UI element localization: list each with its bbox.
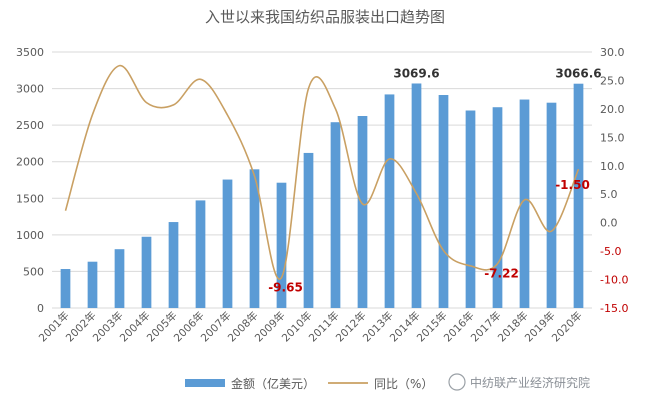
- y-right-tick-label: -10.0: [600, 274, 628, 287]
- y-left-tick-label: 1500: [16, 192, 44, 205]
- bar: [547, 103, 557, 308]
- bar: [61, 269, 71, 308]
- y-left-tick-label: 0: [37, 302, 44, 315]
- line-value-label: -7.22: [484, 267, 519, 281]
- y-left-tick-label: 3500: [16, 46, 44, 59]
- y-right-tick-label: 20.0: [600, 103, 625, 116]
- line-value-label: -1.50: [555, 178, 590, 192]
- y-left-tick-label: 500: [23, 265, 44, 278]
- y-right-tick-label: 0.0: [600, 217, 618, 230]
- y-right-tick-label: 30.0: [600, 46, 625, 59]
- bar: [88, 262, 98, 308]
- y-left-tick-label: 1000: [16, 229, 44, 242]
- bar: [304, 153, 314, 308]
- bar: [196, 200, 206, 308]
- y-right-tick-label: -5.0: [600, 245, 621, 258]
- y-right-tick-label: 25.0: [600, 74, 625, 87]
- bar-value-label: 3069.6: [393, 66, 439, 80]
- bar: [115, 249, 125, 308]
- bar: [358, 116, 368, 308]
- axes: 0 500 1000 1500 2000 2500 3000 3500 -15.0 -10.0 -5…: [16, 46, 628, 344]
- bar: [223, 180, 233, 308]
- y-right-tick-label: 15.0: [600, 131, 625, 144]
- x-tick-label: 2020年: [549, 309, 585, 345]
- y-right-tick-label: 10.0: [600, 160, 625, 173]
- bar: [385, 94, 395, 308]
- bar: [169, 222, 179, 308]
- chart-title: 入世以来我国纺织品服装出口趋势图: [205, 8, 445, 26]
- bar-value-label: 3066.6: [555, 67, 601, 81]
- legend-bar-swatch: [185, 379, 225, 387]
- bar: [142, 237, 152, 308]
- y-right-tick-label: -15.0: [600, 302, 628, 315]
- y-left-tick-label: 2500: [16, 119, 44, 132]
- y-left-tick-label: 3000: [16, 83, 44, 96]
- bar: [466, 111, 476, 308]
- bar: [331, 122, 341, 308]
- bar: [412, 83, 422, 308]
- watermark-text: 中纺联产业经济研究院: [470, 375, 590, 390]
- bar: [439, 95, 449, 308]
- legend: 金额（亿美元） 同比（%）: [185, 376, 433, 391]
- bar: [574, 84, 584, 308]
- legend-bar-label: 金额（亿美元）: [231, 376, 315, 391]
- wechat-icon: [449, 374, 465, 390]
- line-value-label: -9.65: [268, 281, 303, 295]
- legend-line-label: 同比（%）: [374, 377, 433, 391]
- y-right-tick-label: 5.0: [600, 188, 618, 201]
- watermark: 中纺联产业经济研究院: [449, 374, 590, 390]
- y-left-tick-label: 2000: [16, 156, 44, 169]
